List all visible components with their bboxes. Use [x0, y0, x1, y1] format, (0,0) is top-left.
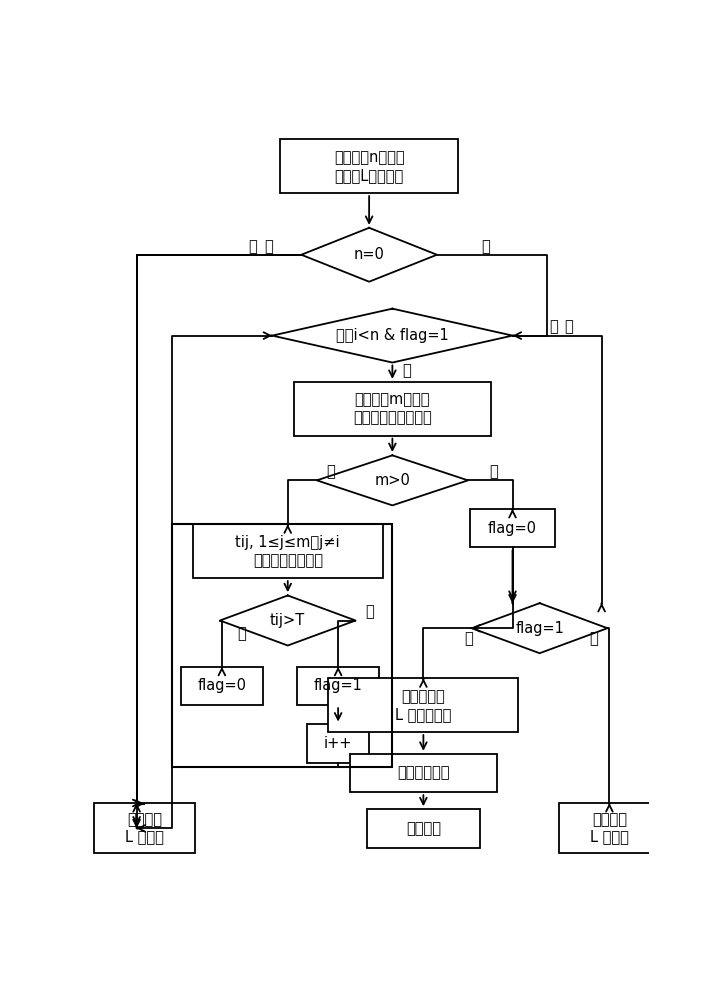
Text: flag=1: flag=1	[314, 678, 363, 693]
Bar	[329, 678, 518, 732]
Text: 参考模板: 参考模板	[592, 813, 627, 828]
Bar	[367, 809, 479, 848]
Bar	[350, 754, 497, 792]
Text: 是: 是	[326, 464, 335, 479]
Text: flag=0: flag=0	[198, 678, 247, 693]
Text: 断点i<n & flag=1: 断点i<n & flag=1	[336, 328, 448, 343]
Text: 否: 否	[549, 319, 558, 334]
Bar	[193, 524, 383, 578]
Text: flag=0: flag=0	[488, 521, 537, 536]
Text: n=0: n=0	[354, 247, 384, 262]
Polygon shape	[301, 228, 437, 282]
Text: 是: 是	[249, 240, 257, 255]
Text: 搜索邻域断点并记录: 搜索邻域断点并记录	[353, 410, 432, 425]
Text: 是: 是	[402, 364, 411, 379]
Bar	[94, 803, 195, 853]
Bar	[293, 382, 491, 436]
Bar	[307, 724, 369, 763]
Bar	[298, 667, 379, 705]
Bar	[181, 667, 262, 705]
Text: 合轮廓线: 合轮廓线	[127, 813, 162, 828]
Text: flag=1: flag=1	[516, 621, 564, 636]
Text: 廓断点数n及坐标: 廓断点数n及坐标	[334, 150, 404, 165]
Text: 是: 是	[264, 240, 273, 255]
Bar	[280, 139, 459, 193]
Bar	[172, 524, 392, 767]
Text: 三次样条插值: 三次样条插值	[397, 765, 450, 780]
Text: tij, 1≤j≤m且j≠i: tij, 1≤j≤m且j≠i	[236, 535, 340, 550]
Text: 是: 是	[237, 626, 246, 641]
Text: 否: 否	[590, 631, 598, 646]
Text: 断点数量m及坐标: 断点数量m及坐标	[355, 392, 430, 407]
Text: 是: 是	[464, 631, 473, 646]
Text: 参考模板: 参考模板	[406, 821, 441, 836]
Text: 计算两两欧氏距离: 计算两两欧氏距离	[253, 553, 323, 568]
Text: 否: 否	[365, 604, 373, 619]
Polygon shape	[273, 309, 513, 363]
Bar	[559, 803, 660, 853]
Text: L 层为非: L 层为非	[590, 829, 629, 844]
Bar	[470, 509, 555, 547]
Text: 获得第L层目标轮: 获得第L层目标轮	[335, 168, 404, 183]
Text: 否: 否	[565, 319, 573, 334]
Polygon shape	[220, 595, 355, 646]
Text: L 层为闭: L 层为闭	[125, 829, 164, 844]
Text: tij>T: tij>T	[270, 613, 306, 628]
Text: i++: i++	[324, 736, 353, 751]
Polygon shape	[317, 455, 468, 505]
Text: 最好轮廓线: 最好轮廓线	[402, 689, 446, 704]
Text: 否: 否	[489, 464, 497, 479]
Text: 否: 否	[481, 240, 490, 255]
Text: m>0: m>0	[374, 473, 410, 488]
Text: L 层为闭合性: L 层为闭合性	[395, 707, 451, 722]
Polygon shape	[472, 603, 607, 653]
